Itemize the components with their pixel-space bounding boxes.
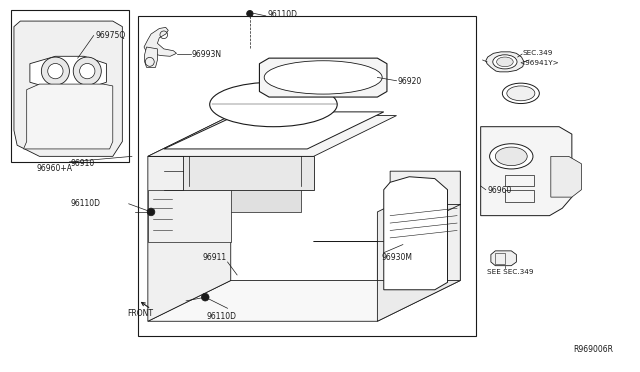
Bar (505, 190, 534, 202)
Polygon shape (189, 190, 301, 212)
Ellipse shape (210, 82, 337, 127)
Polygon shape (145, 47, 157, 67)
Polygon shape (486, 52, 524, 72)
Bar (138, 16, 476, 336)
Text: 96110D: 96110D (70, 199, 100, 208)
Polygon shape (164, 112, 384, 149)
Text: 96960+A: 96960+A (36, 164, 72, 173)
Circle shape (42, 57, 69, 85)
Polygon shape (148, 116, 397, 156)
Ellipse shape (490, 144, 533, 169)
Circle shape (79, 64, 95, 79)
Text: 96110D: 96110D (207, 312, 237, 321)
Ellipse shape (264, 61, 382, 94)
Text: 96920: 96920 (398, 77, 422, 86)
Polygon shape (183, 156, 314, 190)
Polygon shape (551, 156, 581, 197)
Polygon shape (148, 280, 460, 321)
Text: <96941Y>: <96941Y> (519, 60, 559, 66)
Text: SEC.349: SEC.349 (523, 49, 553, 55)
Circle shape (246, 10, 253, 17)
Circle shape (73, 57, 101, 85)
Polygon shape (144, 28, 177, 56)
Text: 96960: 96960 (487, 186, 511, 195)
Circle shape (202, 294, 209, 301)
Text: 96110D: 96110D (268, 10, 298, 19)
Text: 96930M: 96930M (381, 253, 412, 262)
Bar (505, 175, 534, 186)
Text: SEE SEC.349: SEE SEC.349 (487, 269, 534, 275)
Polygon shape (24, 84, 113, 149)
Polygon shape (314, 171, 460, 280)
Ellipse shape (493, 55, 517, 69)
Text: 96975Q: 96975Q (95, 31, 126, 41)
Ellipse shape (497, 57, 513, 67)
Circle shape (48, 64, 63, 79)
Ellipse shape (502, 83, 540, 103)
Bar (495, 253, 505, 264)
Bar (11, 10, 129, 162)
Text: R969006R: R969006R (573, 344, 613, 353)
Ellipse shape (495, 147, 527, 166)
Text: 96911: 96911 (202, 253, 226, 262)
Polygon shape (259, 58, 387, 97)
Text: 96910: 96910 (70, 158, 94, 167)
Text: FRONT: FRONT (127, 309, 153, 318)
Polygon shape (384, 177, 447, 290)
Polygon shape (491, 251, 516, 266)
Polygon shape (378, 171, 460, 321)
Circle shape (147, 208, 155, 216)
Text: 96993N: 96993N (191, 50, 221, 59)
Polygon shape (148, 116, 231, 321)
Polygon shape (14, 21, 122, 156)
Polygon shape (30, 56, 106, 90)
Polygon shape (481, 127, 572, 216)
Polygon shape (148, 190, 231, 241)
Ellipse shape (507, 86, 535, 101)
